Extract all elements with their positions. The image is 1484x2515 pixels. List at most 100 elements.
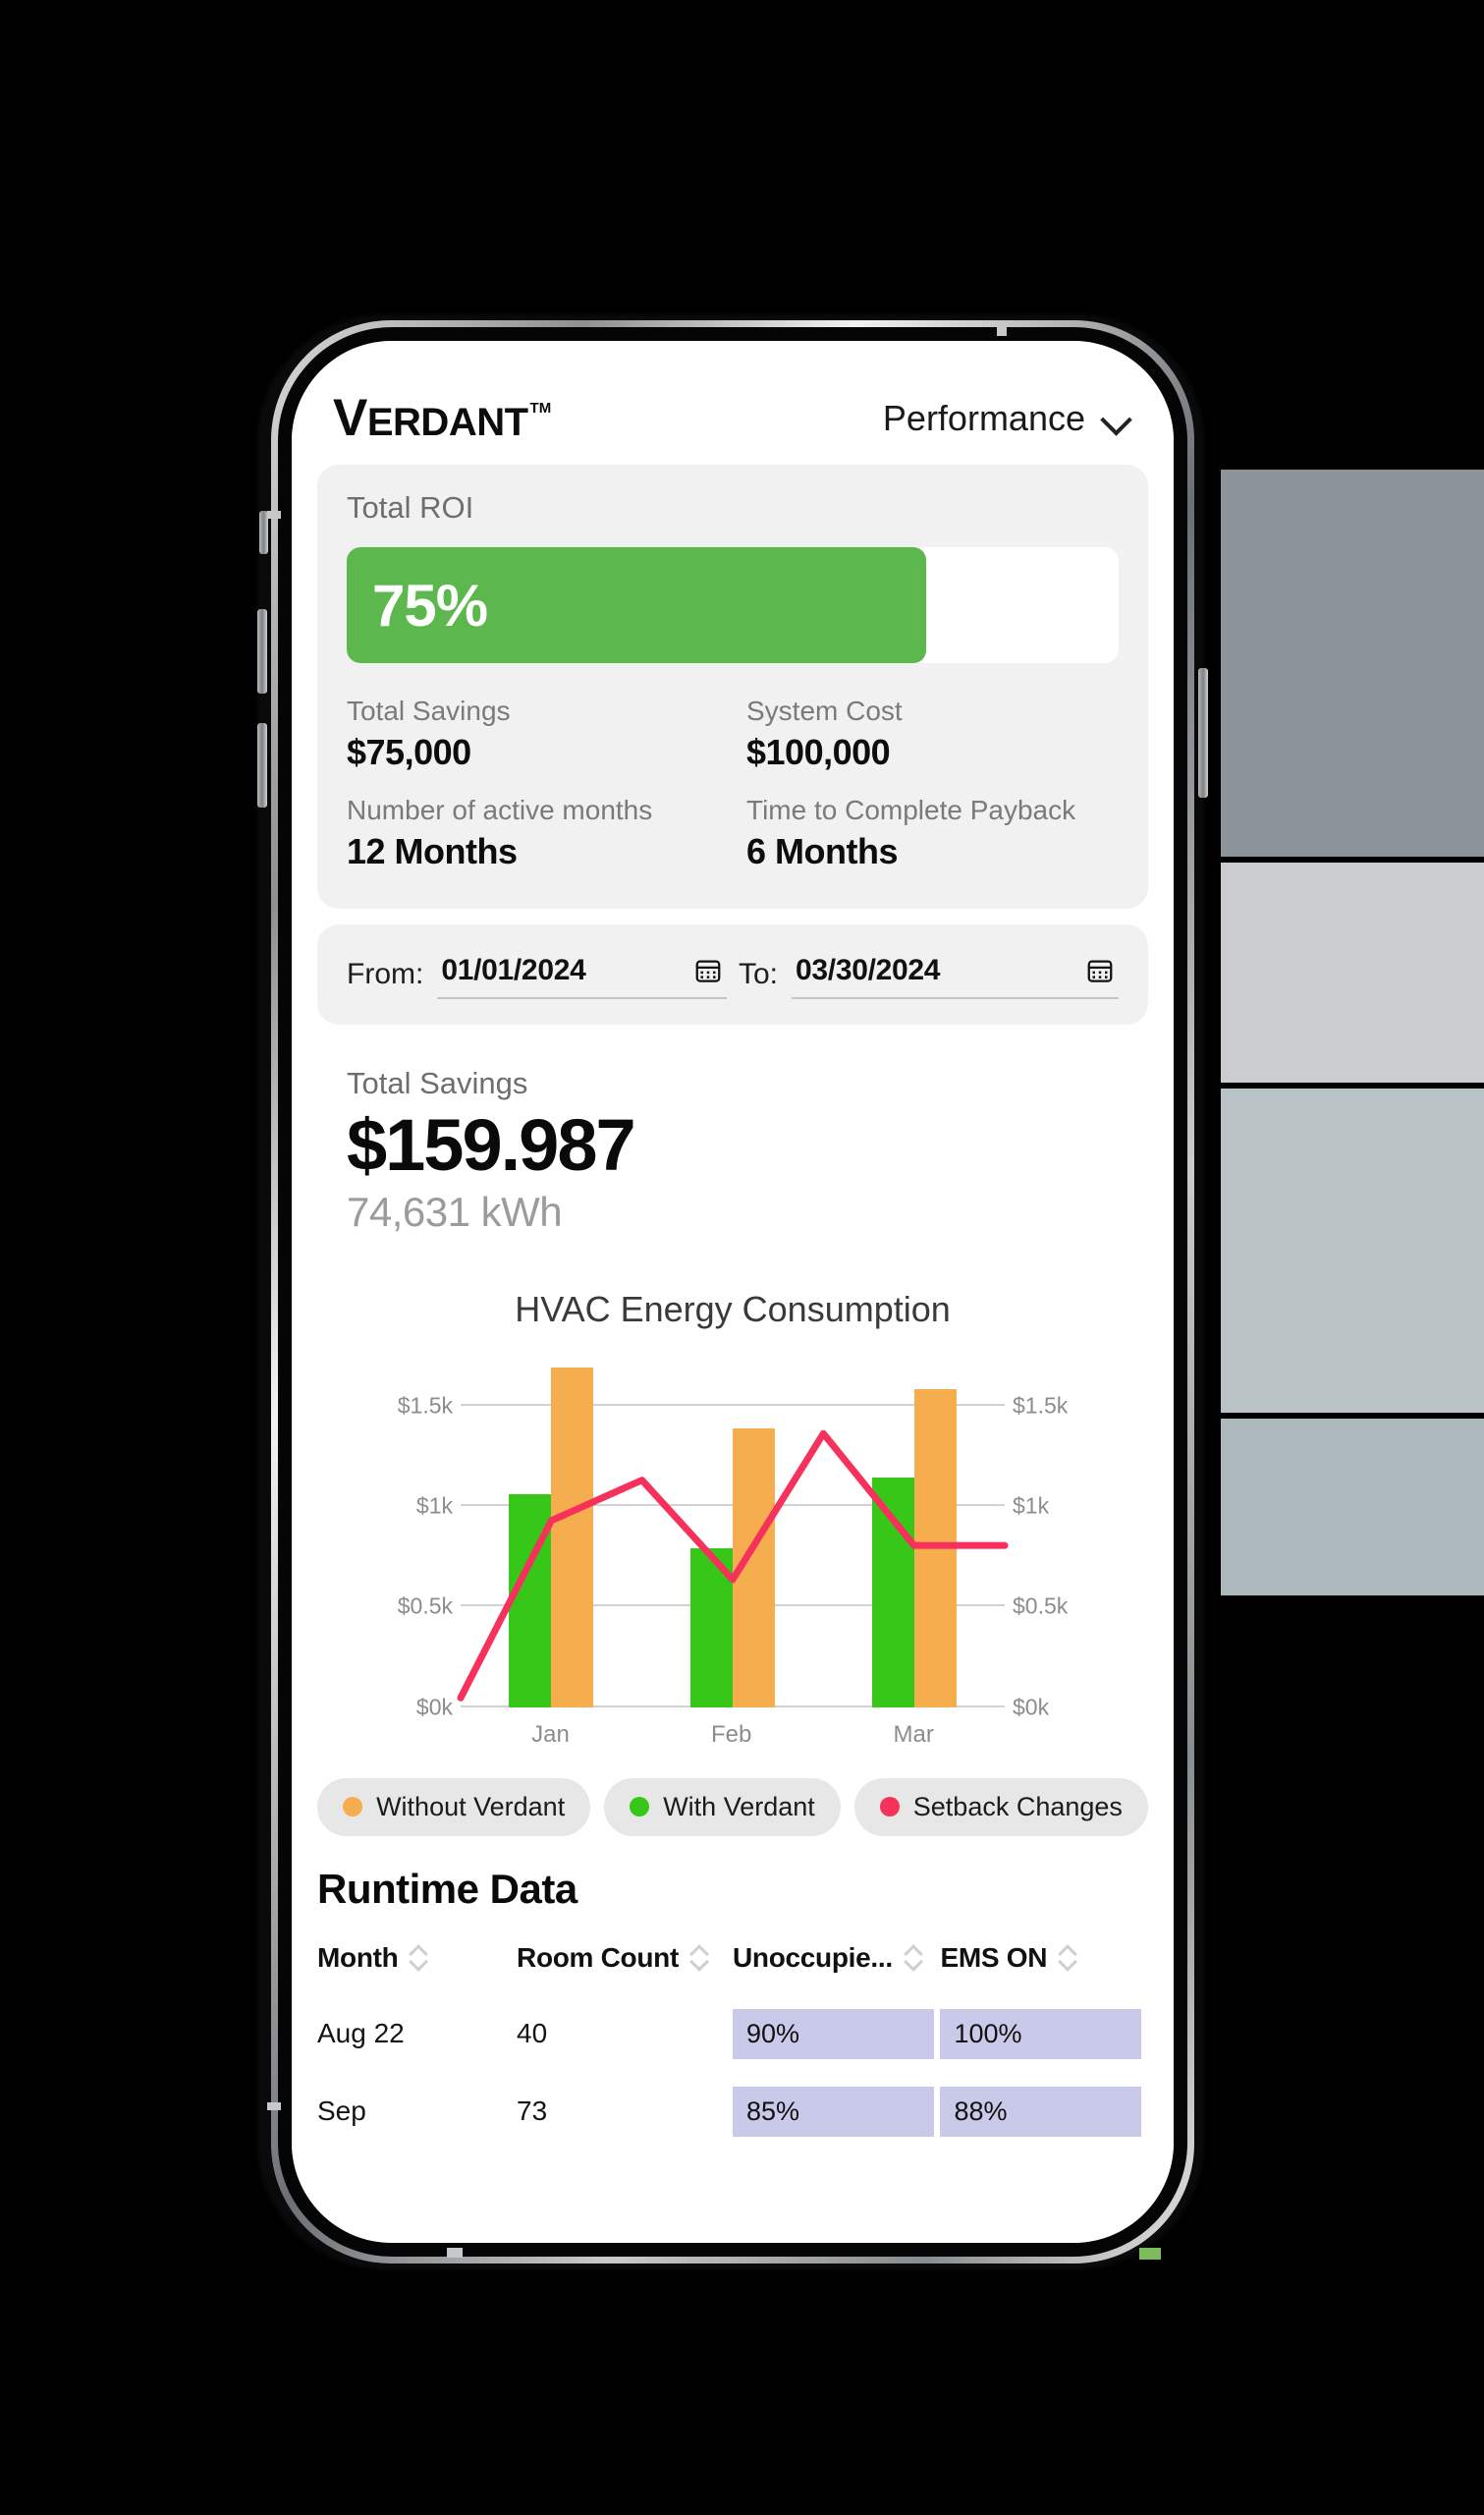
roi-progress-track: 75% <box>347 547 1119 664</box>
cell-unoccupied: 85% <box>732 2073 941 2151</box>
date-range-bar: From: 01/01/2024 <box>317 923 1148 1025</box>
y-axis-tick-label: $1k <box>1013 1492 1050 1519</box>
x-axis-tick-label: Jan <box>531 1720 570 1748</box>
hvac-energy-chart: $0k $0.5k $1k $1.5k $0k $0.5k $1k $1.5k Jan Feb… <box>355 1356 1111 1749</box>
date-to-label: To: <box>739 957 779 990</box>
legend-item[interactable]: Without Verdant <box>317 1777 591 1836</box>
legend-color-dot <box>343 1797 363 1817</box>
phone-frame: VERDANT TM Performance Total ROI <box>271 320 1194 2264</box>
chart-legend: Without Verdant With Verdant Setback Chang… <box>317 1777 1148 1836</box>
stat-label: Total Savings <box>347 696 511 727</box>
column-header-ems-on[interactable]: EMS ON <box>940 1934 1148 1995</box>
chevron-down-icon <box>1103 406 1128 431</box>
date-to-input[interactable]: 03/30/2024 <box>792 954 1119 999</box>
legend-label: Without Verdant <box>376 1791 566 1821</box>
logo-text: VERDANT <box>333 392 528 444</box>
phone-silent-switch[interactable] <box>259 511 268 554</box>
table-body: Aug 22 40 90% 100% Sep 73 85% 88% <box>317 1995 1148 2151</box>
background-panel-3 <box>1221 1089 1484 1413</box>
date-from-label: From: <box>347 957 424 990</box>
column-header-unoccupied[interactable]: Unoccupie... <box>733 1934 941 1995</box>
table-row: Sep 73 85% 88% <box>317 2073 1148 2151</box>
stat-label: System Cost <box>746 696 903 727</box>
stat-total-savings: Total Savings $75,000 <box>347 693 733 776</box>
logo-initial: V <box>333 389 367 447</box>
phone-volume-up-button[interactable] <box>257 609 267 694</box>
column-header-room-count[interactable]: Room Count <box>517 1934 733 1995</box>
date-from-value: 01/01/2024 <box>441 953 586 986</box>
phone-edge-marker <box>267 2102 281 2110</box>
bar-without-verdant[interactable] <box>551 1367 594 1707</box>
savings-energy: 74,631 kWh <box>347 1188 563 1235</box>
gridline <box>461 1403 1005 1406</box>
app-header: VERDANT TM Performance <box>292 341 1174 465</box>
stat-active-months: Number of active months 12 Months <box>347 792 733 875</box>
runtime-data-table: Month Room Count Unoccupie... <box>317 1934 1148 2151</box>
cell-month: Aug 22 <box>317 2018 405 2049</box>
calendar-icon[interactable] <box>1085 956 1115 985</box>
view-selector-label: Performance <box>882 398 1085 439</box>
stat-value: $75,000 <box>347 732 471 773</box>
table-header-row: Month Room Count Unoccupie... <box>317 1934 1148 1995</box>
phone-edge-marker <box>447 2248 463 2258</box>
sort-icon[interactable] <box>1059 1945 1078 1971</box>
stat-value: $100,000 <box>746 732 891 773</box>
background-panel-2 <box>1221 863 1484 1083</box>
legend-label: Setback Changes <box>912 1791 1123 1821</box>
background-panel-1 <box>1221 470 1484 857</box>
roi-progress-fill: 75% <box>347 547 926 664</box>
phone-edge-marker <box>997 322 1007 336</box>
cell-unoccupied: 90% <box>732 1995 941 2073</box>
legend-item[interactable]: Setback Changes <box>853 1777 1148 1836</box>
phone-edge-marker <box>267 511 281 519</box>
phone-power-button[interactable] <box>1198 668 1208 798</box>
background-panel-4 <box>1221 1419 1484 1595</box>
setback-changes-line <box>461 1356 1005 1900</box>
roi-percent-label: 75% <box>372 572 488 639</box>
column-label: Month <box>317 1941 399 1973</box>
date-from-input[interactable]: 01/01/2024 <box>437 954 727 999</box>
table-row: Aug 22 40 90% 100% <box>317 1995 1148 2073</box>
stat-label: Time to Complete Payback <box>746 794 1076 825</box>
total-roi-card: Total ROI 75% Total Savings $75,000 <box>317 465 1148 909</box>
sort-icon[interactable] <box>410 1945 429 1971</box>
percent-bar: 100% <box>940 2008 1142 2059</box>
column-label: Room Count <box>517 1941 679 1973</box>
logo-remainder: ERDANT <box>366 401 528 444</box>
y-axis-tick-label: $0.5k <box>1013 1593 1069 1619</box>
column-label: EMS ON <box>940 1941 1048 1973</box>
sort-icon[interactable] <box>905 1945 924 1971</box>
legend-color-dot <box>879 1797 900 1817</box>
phone-edge-marker <box>1139 2248 1161 2260</box>
chart-title: HVAC Energy Consumption <box>515 1288 951 1329</box>
savings-chart-card: Total Savings $159.987 74,631 kWh HVAC E… <box>317 1039 1148 1836</box>
cell-room-count: 40 <box>517 2018 548 2049</box>
column-header-month[interactable]: Month <box>317 1934 517 1995</box>
y-axis-tick-label: $1k <box>415 1492 453 1519</box>
y-axis-tick-label: $1.5k <box>1013 1392 1069 1419</box>
y-axis-tick-label: $1.5k <box>397 1392 453 1419</box>
savings-label: Total Savings <box>347 1065 528 1100</box>
date-from-group: From: 01/01/2024 <box>347 954 727 999</box>
sort-icon[interactable] <box>690 1945 710 1971</box>
phone-screen: VERDANT TM Performance Total ROI <box>292 341 1174 2243</box>
cell-ems-on: 88% <box>940 2073 1148 2151</box>
bar-group <box>509 1367 594 1707</box>
chart-plot-area <box>461 1356 1005 1707</box>
view-selector[interactable]: Performance <box>883 398 1128 439</box>
chart-x-axis: Jan Feb Mar <box>461 1721 1005 1749</box>
percent-bar: 88% <box>940 2086 1142 2137</box>
runtime-data-section: Runtime Data Month Room Count <box>317 1866 1148 2151</box>
column-label: Unoccupie... <box>732 1941 893 1973</box>
x-axis-tick-label: Feb <box>710 1720 752 1748</box>
verdant-app: VERDANT TM Performance Total ROI <box>292 341 1174 2243</box>
legend-item[interactable]: With Verdant <box>604 1777 841 1836</box>
cell-ems-on: 100% <box>940 1995 1148 2073</box>
roi-stats-grid: Total Savings $75,000 System Cost $100,0… <box>347 693 1119 874</box>
y-axis-tick-label: $0k <box>1013 1694 1050 1720</box>
phone-volume-down-button[interactable] <box>257 723 267 808</box>
date-to-value: 03/30/2024 <box>796 953 941 986</box>
calendar-icon[interactable] <box>693 956 723 985</box>
stat-payback-time: Time to Complete Payback 6 Months <box>733 792 1119 875</box>
